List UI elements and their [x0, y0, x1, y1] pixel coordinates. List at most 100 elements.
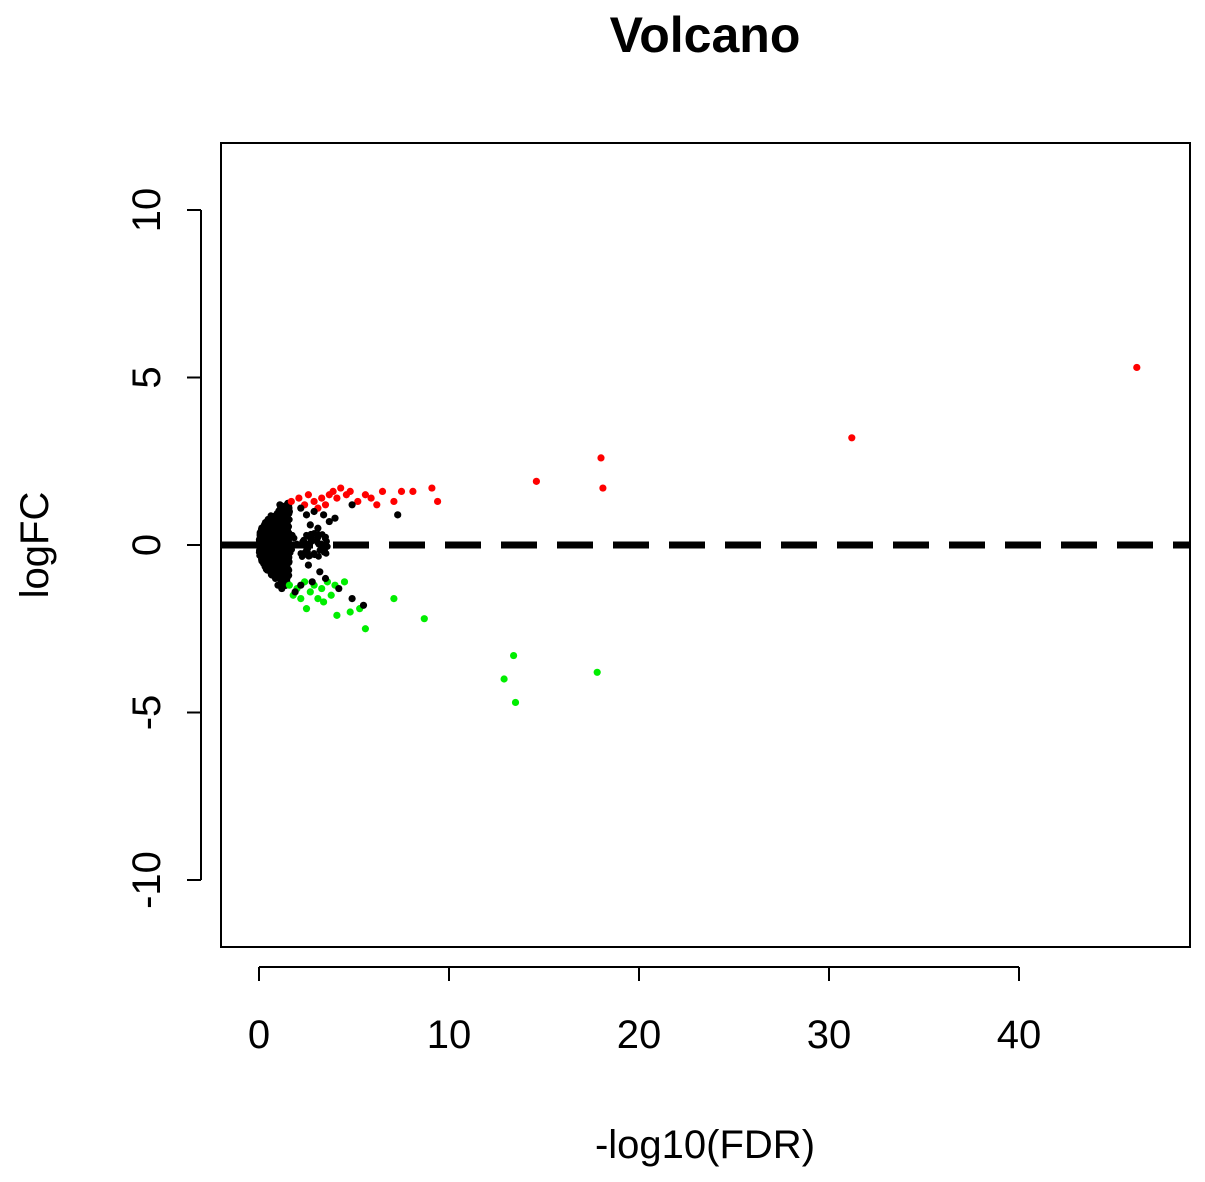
- data-point: [318, 494, 326, 502]
- data-point: [308, 578, 316, 586]
- y-axis: -10 -5 0 5 10: [125, 188, 202, 909]
- data-point: [348, 595, 356, 603]
- data-point: [306, 588, 314, 596]
- ns-point: [256, 530, 264, 538]
- ns-point: [293, 540, 301, 548]
- ns-point: [268, 571, 275, 579]
- data-point: [500, 675, 508, 683]
- ns-point: [257, 545, 265, 553]
- data-point: [310, 507, 318, 516]
- data-point: [390, 595, 398, 603]
- x-tick-label: 30: [807, 1013, 852, 1057]
- data-point: [285, 507, 293, 516]
- ns-point: [299, 539, 307, 547]
- data-point: [302, 511, 311, 519]
- ns-point: [285, 549, 292, 557]
- data-point: [359, 601, 368, 609]
- x-axis-label: -log10(FDR): [595, 1123, 815, 1167]
- data-point: [304, 561, 312, 569]
- y-tick-label: 0: [125, 534, 169, 556]
- x-tick-label: 20: [617, 1013, 662, 1057]
- data-point: [295, 494, 303, 502]
- data-point: [340, 578, 349, 586]
- data-point: [354, 497, 362, 506]
- data-point: [306, 521, 314, 529]
- ns-point: [284, 568, 292, 576]
- data-point: [331, 514, 339, 522]
- ns-point: [290, 534, 298, 542]
- data-point: [593, 668, 601, 676]
- data-point: [509, 651, 518, 660]
- data-point: [599, 484, 607, 492]
- ns-point: [314, 534, 322, 542]
- data-point: [397, 487, 406, 495]
- ns-point: [275, 567, 283, 574]
- data-point: [304, 491, 312, 499]
- ns-point: [307, 531, 315, 538]
- data-point: [333, 494, 341, 502]
- data-point: [297, 581, 305, 589]
- ns-point: [260, 538, 267, 545]
- data-point: [285, 581, 293, 589]
- data-point: [320, 511, 328, 519]
- data-point: [291, 588, 299, 596]
- y-tick-label: 5: [125, 366, 169, 388]
- ns-point: [265, 520, 273, 527]
- data-points: [255, 363, 1141, 707]
- data-point: [280, 504, 288, 512]
- data-point: [302, 605, 311, 613]
- data-point: [394, 511, 402, 519]
- ns-point: [265, 561, 272, 569]
- data-point: [314, 524, 322, 532]
- ns-point: [272, 525, 279, 532]
- data-point: [316, 568, 324, 576]
- ns-point: [277, 574, 284, 581]
- ns-point: [283, 532, 291, 539]
- data-point: [532, 477, 541, 485]
- data-point: [287, 497, 295, 506]
- ns-point: [283, 538, 291, 546]
- data-point: [390, 497, 398, 506]
- data-point: [335, 584, 343, 593]
- ns-point: [273, 558, 281, 566]
- data-point: [318, 584, 326, 593]
- data-point: [314, 595, 322, 603]
- y-tick-label: 10: [125, 188, 169, 233]
- data-point: [1133, 363, 1141, 372]
- data-point: [274, 581, 282, 589]
- ns-point: [277, 531, 284, 538]
- y-tick-label: -5: [125, 695, 169, 731]
- data-point: [333, 611, 341, 619]
- ns-point: [317, 540, 325, 548]
- data-point: [329, 487, 337, 495]
- x-tick-label: 40: [997, 1013, 1042, 1057]
- data-point: [346, 487, 354, 495]
- data-point: [373, 501, 381, 509]
- ns-point: [304, 548, 311, 556]
- y-axis-label: logFC: [13, 492, 57, 599]
- data-point: [361, 625, 369, 633]
- data-point: [346, 608, 354, 616]
- data-point: [327, 591, 335, 599]
- x-axis: 0 10 20 30 40: [248, 966, 1042, 1057]
- data-point: [297, 595, 305, 603]
- ns-point: [321, 535, 329, 542]
- data-point: [320, 598, 328, 606]
- ns-point: [277, 513, 285, 520]
- data-point: [361, 491, 369, 499]
- data-point: [325, 517, 333, 526]
- data-point: [511, 698, 520, 707]
- data-point: [367, 494, 375, 502]
- data-point: [337, 484, 345, 492]
- ns-point: [310, 549, 318, 557]
- x-tick-label: 0: [248, 1013, 270, 1057]
- data-point: [321, 501, 330, 509]
- ns-point: [272, 553, 279, 560]
- data-point: [321, 574, 330, 583]
- data-point: [409, 487, 417, 495]
- data-point: [310, 497, 318, 506]
- data-point: [434, 497, 442, 506]
- ns-point: [267, 549, 275, 556]
- ns-point: [270, 539, 277, 546]
